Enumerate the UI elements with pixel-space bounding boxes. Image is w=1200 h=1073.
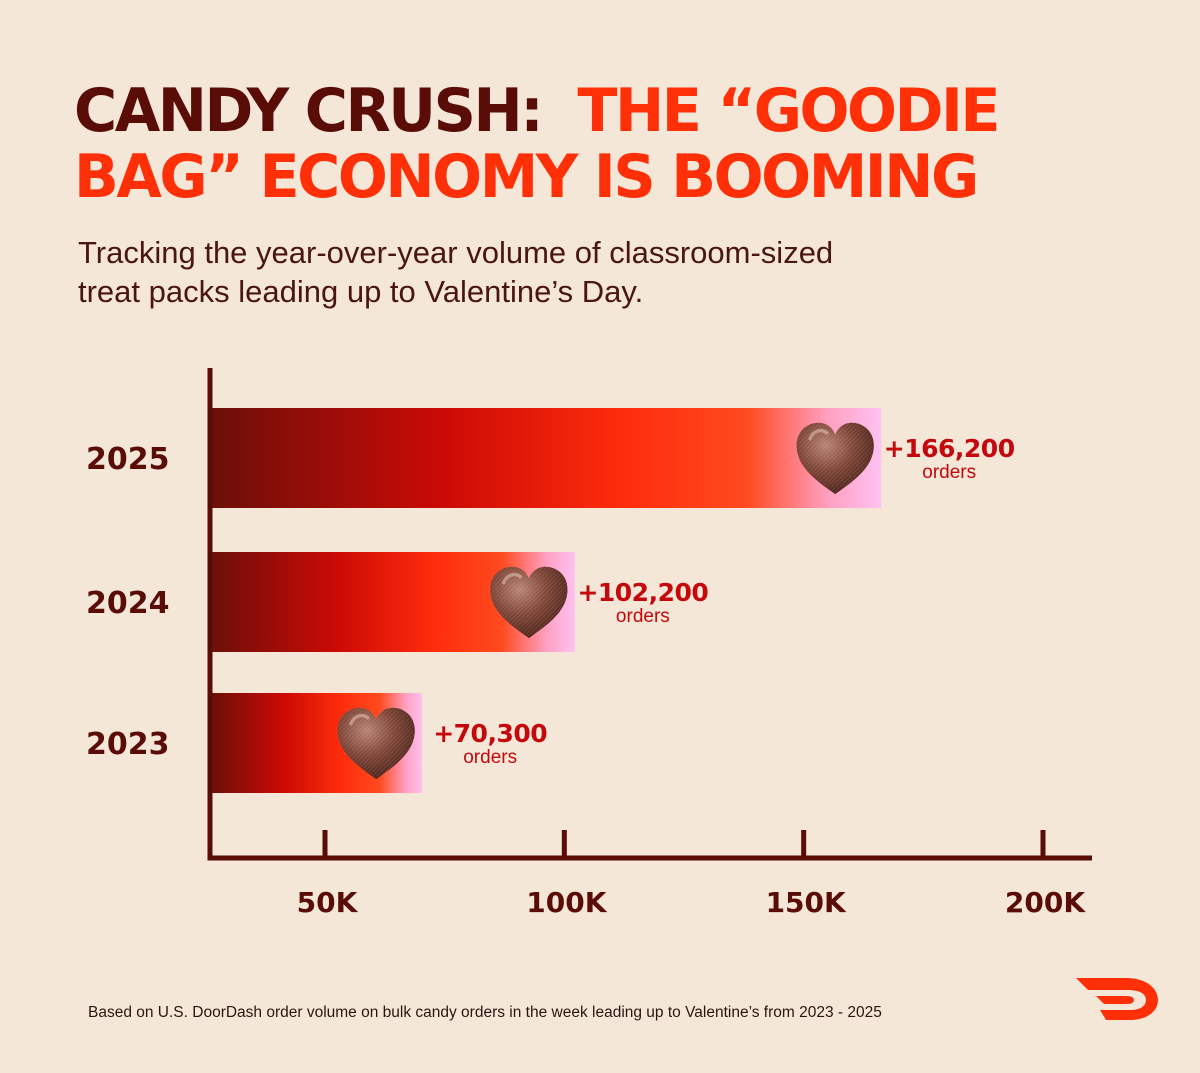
x-tick-label: 50K bbox=[297, 886, 359, 919]
x-tick-label: 100K bbox=[526, 886, 607, 919]
category-label-2025: 2025 bbox=[86, 442, 170, 477]
value-label-2025: +166,200 bbox=[884, 434, 1015, 463]
x-tick-label: 200K bbox=[1005, 886, 1086, 919]
title-part-2: THE “GOODIE BAG” ECONOMY IS BOOMING bbox=[74, 76, 1001, 212]
footnote: Based on U.S. DoorDash order volume on b… bbox=[88, 1004, 882, 1021]
x-tick-label: 150K bbox=[766, 886, 847, 919]
value-label-2023: +70,300 bbox=[433, 719, 547, 748]
category-label-2023: 2023 bbox=[86, 727, 170, 762]
value-unit-2024: orders bbox=[616, 606, 670, 627]
value-label-2024: +102,200 bbox=[577, 578, 708, 607]
page-title: CANDY CRUSH: THE “GOODIE BAG” ECONOMY IS… bbox=[74, 78, 1113, 210]
value-unit-2023: orders bbox=[463, 747, 517, 768]
value-unit-2025: orders bbox=[922, 462, 976, 483]
bar-2025 bbox=[210, 408, 882, 508]
category-label-2024: 2024 bbox=[86, 586, 170, 621]
doordash-logo-icon bbox=[1076, 978, 1158, 1020]
subtitle: Tracking the year-over-year volume of cl… bbox=[78, 235, 834, 309]
title-part-1: CANDY CRUSH: bbox=[74, 76, 544, 146]
